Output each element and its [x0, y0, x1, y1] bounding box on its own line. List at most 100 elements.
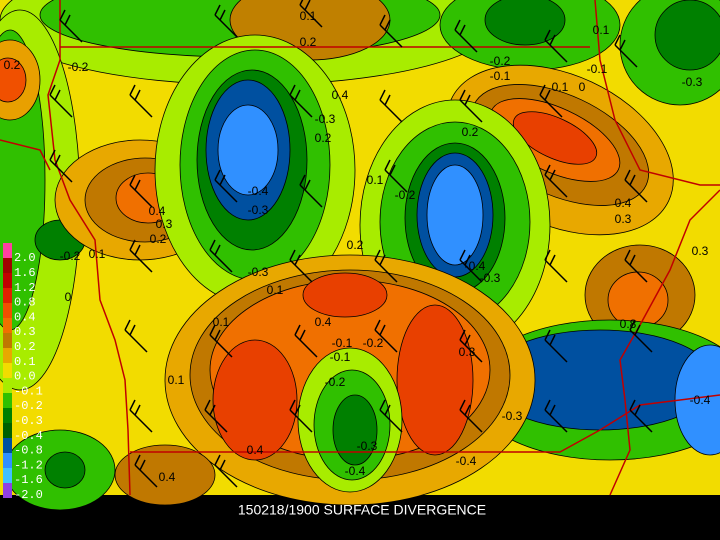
wind-barb — [49, 84, 73, 118]
map-title: 150218/1900 SURFACE DIVERGENCE — [238, 502, 486, 518]
contour-region — [332, 394, 378, 466]
legend-label: -0.4 — [14, 429, 43, 443]
contour-region — [484, 0, 566, 46]
legend-swatch — [3, 258, 12, 273]
legend-swatch — [3, 483, 12, 498]
contour-label: -0.2 — [363, 336, 384, 350]
legend-label: 0.1 — [14, 355, 36, 369]
legend-swatch — [3, 453, 12, 468]
wind-barbs — [49, 0, 653, 488]
wind-barb — [459, 89, 483, 123]
legend-label: 0.3 — [14, 325, 36, 339]
legend-swatch — [3, 348, 12, 363]
contour-label: 0.1 — [168, 373, 185, 387]
wind-barb — [379, 399, 403, 433]
contour-label: 0.1 — [367, 173, 384, 187]
contour-labels: 0.10.20.2 -0.20.4-0.30.2-0.2-0.10.1-0.10.… — [4, 9, 711, 484]
boundary — [130, 394, 720, 453]
contour-label: -0.1 — [332, 336, 353, 350]
legend-label: -0.3 — [14, 414, 43, 428]
wind-barb — [129, 239, 153, 273]
wind-barb — [289, 84, 313, 118]
wind-barb — [129, 84, 153, 118]
wind-barb — [214, 169, 238, 203]
legend: 2.01.61.20.80.40.30.20.10.0-0.1-0.2-0.3-… — [3, 243, 43, 502]
contour-label: 0.3 — [156, 217, 173, 231]
contour-label: -0.3 — [480, 271, 501, 285]
contour-label: -0.4 — [465, 259, 486, 273]
wind-barb — [544, 329, 568, 363]
legend-swatch — [3, 273, 12, 288]
contour-label: 0 — [65, 290, 72, 304]
wind-barb — [454, 19, 478, 53]
legend-label: -2.0 — [14, 488, 43, 502]
contour-region — [0, 57, 27, 103]
legend-swatch — [3, 393, 12, 408]
wind-barb — [209, 324, 233, 358]
wind-barb — [624, 169, 648, 203]
wind-barb — [544, 399, 568, 433]
wind-barb — [299, 174, 323, 208]
legend-label: -1.6 — [14, 473, 43, 487]
contour-label: 0.4 — [247, 443, 264, 457]
wind-barb — [629, 319, 653, 353]
contour-label: 0.8 — [620, 317, 637, 331]
wind-barb — [459, 329, 483, 363]
legend-label: 0.0 — [14, 370, 36, 384]
legend-label: -1.2 — [14, 458, 43, 472]
contour-region — [302, 272, 388, 318]
legend-label: 0.2 — [14, 340, 36, 354]
wind-barb — [544, 249, 568, 283]
contour-label: -0.4 — [345, 464, 366, 478]
contour-label: 0.4 — [315, 315, 332, 329]
legend-swatch — [3, 303, 12, 318]
contour-region — [512, 111, 598, 165]
contour-label: -0.3 — [682, 75, 703, 89]
contour-label: 0.2 — [347, 238, 364, 252]
legend-swatch — [3, 468, 12, 483]
wind-barb — [384, 159, 408, 193]
wind-barb — [629, 399, 653, 433]
contour-label: -0.2 — [395, 188, 416, 202]
wind-barb — [614, 34, 638, 68]
legend-swatch — [3, 363, 12, 378]
contour-label: -0.4 — [456, 454, 477, 468]
boundary — [47, 0, 131, 496]
legend-label: 0.4 — [14, 310, 36, 324]
boundary — [609, 189, 720, 496]
legend-label: -0.2 — [14, 399, 43, 413]
contour-label: -0.1 — [490, 69, 511, 83]
contour-region — [607, 271, 669, 329]
contour-label: 0.4 — [159, 470, 176, 484]
contour-label: -0.1 — [330, 350, 351, 364]
legend-swatch — [3, 378, 12, 393]
contour-label: 0.3 — [692, 244, 709, 258]
wind-barb — [129, 399, 153, 433]
wind-barb — [209, 239, 233, 273]
legend-label: 1.6 — [14, 266, 36, 280]
legend-label: -0.1 — [14, 384, 43, 398]
contour-label: -0.2 — [60, 249, 81, 263]
state-boundaries — [0, 0, 720, 496]
contour-region — [217, 104, 279, 196]
wind-barb — [59, 9, 83, 43]
legend-swatch — [3, 423, 12, 438]
boundary — [594, 0, 720, 186]
wind-barb — [459, 249, 483, 283]
legend-label: 1.2 — [14, 281, 36, 295]
legend-swatch — [3, 438, 12, 453]
wind-barb — [134, 454, 158, 488]
contour-label: 0 — [579, 80, 586, 94]
wind-barb — [129, 174, 153, 208]
wind-barb — [624, 249, 648, 283]
contour-label: -0.1 — [587, 62, 608, 76]
wind-barb — [544, 164, 568, 198]
wind-barb — [214, 454, 238, 488]
legend-label: 0.8 — [14, 296, 36, 310]
legend-swatch — [3, 288, 12, 303]
contour-label: 0.2 — [4, 58, 21, 72]
contour-label: -0.2 — [325, 375, 346, 389]
wind-barb — [374, 319, 398, 353]
contour-label: -0.4 — [248, 184, 269, 198]
contour-label: 0.1 — [552, 80, 569, 94]
